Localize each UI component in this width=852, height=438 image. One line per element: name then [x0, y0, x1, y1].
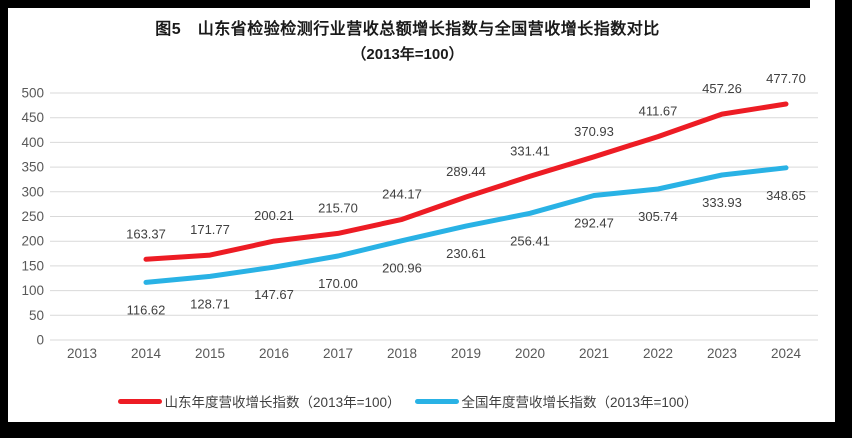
series-line-shandong: [143, 101, 789, 262]
data-label: 244.17: [382, 186, 422, 201]
x-axis-tick-label: 2014: [131, 346, 162, 361]
data-label: 163.37: [126, 226, 166, 241]
data-label: 171.77: [190, 222, 230, 237]
y-axis-tick-label: 300: [21, 184, 44, 199]
data-label: 170.00: [318, 276, 358, 291]
data-label: 333.93: [702, 195, 742, 210]
chart-subtitle: （2013年=100）: [351, 46, 464, 63]
series-line-national: [143, 165, 789, 285]
legend-label-national: 全国年度营收增长指数（2013年=100）: [461, 395, 698, 410]
frame-notch: [810, 0, 835, 9]
y-axis-tick-label: 0: [36, 333, 44, 348]
national-line-swatch: [414, 398, 459, 404]
data-label: 128.71: [190, 296, 230, 311]
chart-title-block: 图5 山东省检验检测行业营收总额增长指数与全国营收增长指数对比 （2013年=1…: [0, 17, 815, 67]
data-label: 256.41: [510, 233, 550, 248]
data-label: 477.70: [766, 71, 806, 86]
y-axis-tick-label: 200: [21, 234, 44, 249]
x-axis-tick-label: 2013: [67, 346, 97, 361]
x-axis-tick-label: 2020: [515, 346, 545, 361]
x-axis-tick-label: 2018: [387, 346, 417, 361]
legend-item-shandong: 山东年度营收增长指数（2013年=100）: [117, 391, 401, 411]
chart-title: 图5 山东省检验检测行业营收总额增长指数与全国营收增长指数对比: [155, 21, 660, 38]
x-axis-tick-label: 2023: [707, 346, 737, 361]
x-axis-tick-label: 2017: [323, 346, 353, 361]
data-label: 292.47: [574, 216, 614, 231]
legend-label-shandong: 山东年度营收增长指数（2013年=100）: [164, 395, 401, 410]
y-axis-tick-label: 250: [21, 209, 44, 224]
data-label: 215.70: [318, 200, 358, 215]
x-axis-tick-label: 2021: [579, 346, 609, 361]
data-label: 305.74: [638, 209, 678, 224]
x-axis-tick-label: 2022: [643, 346, 673, 361]
x-axis-tick-label: 2024: [771, 346, 802, 361]
y-axis-tick-label: 50: [29, 308, 44, 323]
x-axis-tick-label: 2015: [195, 346, 225, 361]
data-label: 348.65: [766, 188, 806, 203]
chart-legend: 山东年度营收增长指数（2013年=100） 全国年度营收增长指数（2013年=1…: [0, 391, 815, 411]
y-axis-tick-label: 150: [21, 258, 44, 273]
data-label: 147.67: [254, 287, 294, 302]
legend-item-national: 全国年度营收增长指数（2013年=100）: [414, 391, 698, 411]
data-label: 289.44: [446, 164, 486, 179]
x-axis-tick-label: 2016: [259, 346, 289, 361]
data-label: 200.96: [382, 261, 422, 276]
data-label: 411.67: [639, 104, 678, 119]
y-axis-tick-label: 500: [21, 86, 44, 101]
shandong-line-swatch: [117, 398, 162, 404]
data-label: 200.21: [254, 208, 294, 223]
y-axis-tick-label: 400: [21, 135, 44, 150]
y-axis-tick-label: 100: [21, 283, 44, 298]
y-axis-tick-label: 450: [21, 110, 44, 125]
x-axis-tick-label: 2019: [451, 346, 481, 361]
data-label: 370.93: [574, 124, 614, 139]
y-axis-tick-label: 350: [21, 160, 44, 175]
data-label: 331.41: [510, 143, 550, 158]
data-label: 116.62: [127, 302, 166, 317]
data-label: 457.26: [702, 81, 742, 96]
data-label: 230.61: [446, 246, 486, 261]
